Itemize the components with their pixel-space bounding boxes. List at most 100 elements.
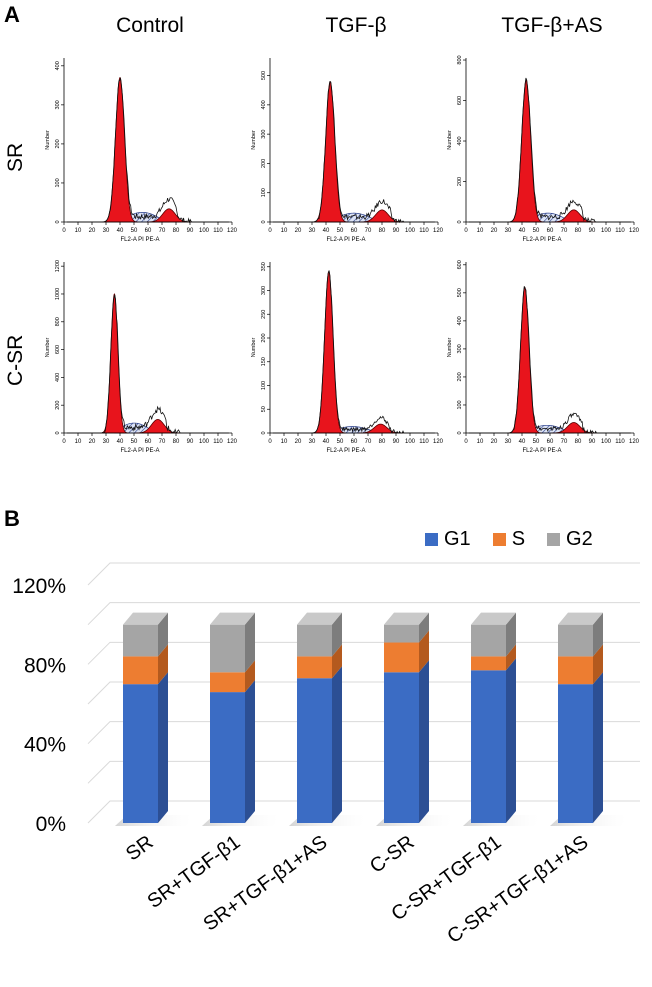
bar-segment-s — [210, 672, 245, 693]
x-tick-label: 10 — [477, 439, 484, 445]
x-tick-label: 30 — [309, 228, 316, 234]
histogram-outline — [66, 295, 229, 434]
bar-segment-g2 — [558, 624, 593, 657]
bar-segment-s — [297, 656, 332, 679]
col-title-control: Control — [116, 14, 184, 37]
x-tick-label: 0 — [268, 439, 272, 445]
y-tick-label: 100 — [261, 188, 267, 197]
y-tick-label: 0% — [36, 813, 66, 836]
bar-side-g1 — [506, 658, 516, 823]
legend: G1 S G2 — [425, 528, 593, 551]
x-tick-label: 110 — [419, 439, 429, 445]
x-tick-label: 10 — [281, 439, 288, 445]
x-axis-label: FL2-A PI PE-A — [522, 237, 561, 243]
x-tick-label: 40 — [117, 228, 124, 234]
gridline — [87, 562, 640, 586]
bar-segment-s — [384, 642, 419, 673]
histogram-sr-control: 0 100 200 300 400 Number 0 10 20 30 40 50 60 70 80 90 10… — [45, 58, 238, 243]
x-tick-label: 60 — [145, 439, 152, 445]
x-tick-label: 20 — [491, 228, 498, 234]
bar-side-s — [506, 644, 516, 671]
bar-side-g2 — [419, 612, 429, 643]
x-tick-label: 90 — [393, 228, 400, 234]
y-tick-label: 200 — [261, 159, 267, 168]
bar-side-g2 — [593, 612, 603, 657]
y-tick-label: 600 — [457, 96, 463, 105]
gridline — [87, 602, 640, 626]
g1-peak — [311, 80, 349, 223]
x-tick-label: 30 — [103, 439, 110, 445]
bar-side-g2 — [506, 612, 516, 657]
x-tick-label: 0 — [464, 228, 468, 234]
bar-side-s — [245, 660, 255, 693]
legend-label-g1: G1 — [444, 528, 471, 550]
y-tick-label: 200 — [55, 401, 61, 410]
y-tick-label: 120% — [12, 575, 66, 598]
bar-segment-g2 — [123, 624, 158, 657]
x-tick-label: 90 — [187, 439, 194, 445]
y-tick-label: 400 — [55, 373, 61, 382]
x-tick-label: 120 — [227, 439, 238, 445]
x-tick-label: 40 — [519, 439, 526, 445]
g1-peak — [101, 76, 139, 223]
bar-top — [384, 612, 429, 625]
y-tick-label: 300 — [55, 100, 61, 109]
legend-label-g2: G2 — [566, 528, 593, 550]
bar-segment-g2 — [297, 624, 332, 657]
x-tick-label: 110 — [419, 228, 429, 234]
x-tick-label: 100 — [405, 228, 416, 234]
gridline — [87, 800, 640, 824]
row-title-sr: SR — [4, 142, 27, 172]
gridline — [87, 681, 640, 705]
legend-swatch-g1 — [425, 533, 438, 546]
x-tick-label: 20 — [295, 228, 302, 234]
y-tick-label: 400 — [457, 136, 463, 145]
x-axis-label: FL2-A PI PE-A — [120, 237, 159, 243]
y-tick-label: 400 — [55, 61, 61, 70]
x-tick-label: 40 — [519, 228, 526, 234]
x-tick-label: 90 — [187, 228, 194, 234]
x-tick-label: 80 — [575, 439, 582, 445]
x-tick-label: 10 — [281, 228, 288, 234]
y-tick-label: 40% — [24, 734, 66, 757]
x-tick-label: 60 — [351, 228, 358, 234]
x-axis-label: FL2-A PI PE-A — [326, 237, 365, 243]
col-title-tgf-as: TGF-β+AS — [501, 14, 603, 37]
g1-peak — [507, 79, 545, 223]
x-tick-label: 0 — [62, 439, 66, 445]
y-tick-label: 600 — [457, 260, 463, 269]
bar-side-s — [419, 630, 429, 673]
y-tick-label: 80% — [24, 654, 66, 677]
bar-segment-s — [558, 656, 593, 685]
x-tick-label: 80 — [173, 439, 180, 445]
x-tick-label: 90 — [589, 228, 596, 234]
y-axis-label: Number — [447, 338, 453, 358]
category-label: SR — [122, 831, 157, 865]
x-tick-label: 110 — [213, 228, 223, 234]
y-tick-label: 400 — [261, 100, 267, 109]
y-tick-label: 500 — [261, 71, 267, 80]
y-tick-label: 200 — [457, 372, 463, 381]
x-axis-label: FL2-A PI PE-A — [120, 448, 159, 454]
bar-segment-g2 — [210, 624, 245, 673]
y-tick-label: 200 — [261, 333, 267, 342]
x-tick-label: 110 — [615, 228, 625, 234]
x-tick-label: 120 — [227, 228, 238, 234]
x-tick-label: 30 — [505, 228, 512, 234]
histogram-sr-tgf-as: 0 200 400 600 800 Number 0 10 20 30 40 50 60 70 80 90 10… — [447, 55, 640, 243]
y-tick-label: 300 — [457, 344, 463, 353]
y-tick-label: 200 — [55, 139, 61, 148]
histogram-csr-tgf-as: 0 100 200 300 400 500 600 Number 0 10 20 30 40 50 60 70… — [447, 260, 640, 454]
x-tick-label: 10 — [75, 439, 82, 445]
x-tick-label: 100 — [199, 439, 210, 445]
bar-segment-g1 — [123, 684, 158, 823]
y-tick-label: 400 — [457, 316, 463, 325]
x-tick-label: 70 — [159, 439, 166, 445]
bar-segment-g1 — [384, 672, 419, 823]
x-axis-label: FL2-A PI PE-A — [522, 448, 561, 454]
y-axis-label: Number — [45, 130, 51, 150]
gridline — [87, 760, 640, 784]
y-tick-label: 0 — [457, 220, 463, 223]
y-tick-label: 350 — [261, 262, 267, 271]
